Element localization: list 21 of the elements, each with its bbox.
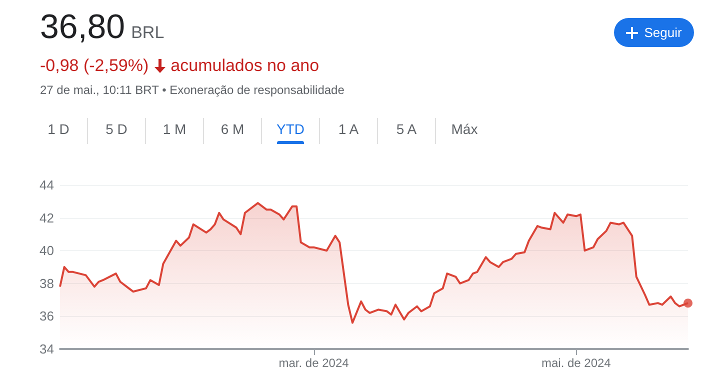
text: Máx bbox=[435, 118, 493, 144]
chart-title: 36,80 BRL bbox=[40, 8, 164, 46]
x-tick-label: mai. de 2024 bbox=[541, 356, 612, 370]
y-tick-label: 40 bbox=[40, 243, 54, 258]
text: acumulados no ano bbox=[170, 56, 320, 76]
y-tick-label: 42 bbox=[40, 210, 54, 226]
text: YTD bbox=[261, 118, 319, 144]
text: 1 A bbox=[319, 118, 377, 144]
text: 5 A bbox=[377, 118, 435, 144]
text: Seguir bbox=[644, 25, 682, 40]
y-tick-label: 34 bbox=[40, 342, 54, 356]
y-tick-label: 44 bbox=[40, 178, 54, 192]
text: 6 M bbox=[203, 118, 261, 144]
text: 27 de mai., 10:11 BRT • Exoneração de responsabilidade bbox=[40, 83, 344, 97]
y-tick-label: 36 bbox=[40, 308, 54, 324]
text: 1 D bbox=[46, 120, 70, 139]
text: 1 M bbox=[145, 118, 203, 144]
chart-subtitle: -0,98 (-2,59%) bbox=[40, 56, 149, 76]
y-tick-label: 38 bbox=[40, 276, 54, 291]
x-tick-label: mar. de 2024 bbox=[278, 356, 350, 370]
text: 5 D bbox=[87, 118, 145, 144]
